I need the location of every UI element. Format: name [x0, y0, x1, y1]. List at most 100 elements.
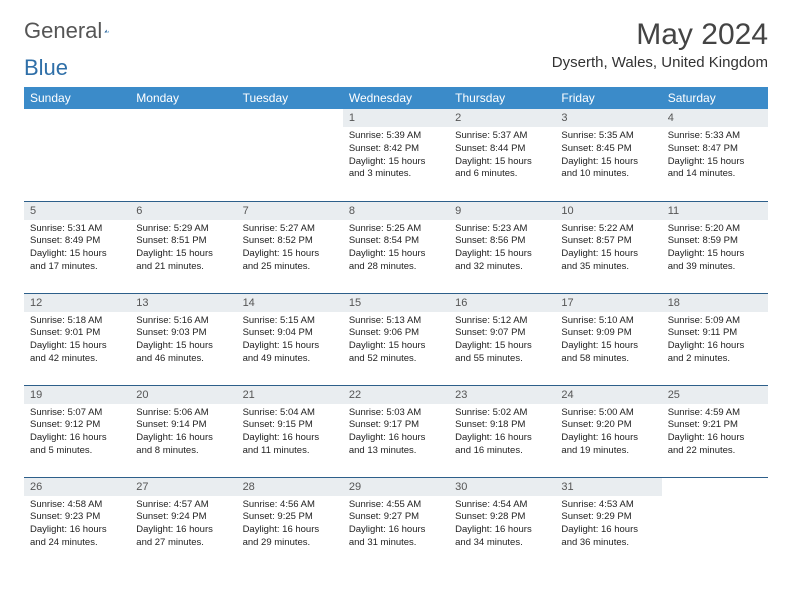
calendar-day-cell: 16Sunrise: 5:12 AMSunset: 9:07 PMDayligh…: [449, 293, 555, 385]
logo-text-blue: Blue: [24, 55, 68, 81]
sunrise-line: Sunrise: 5:06 AM: [136, 407, 230, 420]
calendar-day-cell: ..: [24, 109, 130, 201]
sunset-line: Sunset: 8:45 PM: [561, 143, 655, 156]
sunset-line: Sunset: 9:09 PM: [561, 327, 655, 340]
day-number: 15: [343, 294, 449, 312]
sunrise-line: Sunrise: 4:53 AM: [561, 499, 655, 512]
logo-sail-icon: [104, 21, 109, 41]
day-body: Sunrise: 5:12 AMSunset: 9:07 PMDaylight:…: [449, 312, 555, 370]
calendar-day-cell: 25Sunrise: 4:59 AMSunset: 9:21 PMDayligh…: [662, 385, 768, 477]
calendar-day-cell: 28Sunrise: 4:56 AMSunset: 9:25 PMDayligh…: [237, 477, 343, 569]
daylight-line: Daylight: 15 hours and 35 minutes.: [561, 248, 655, 274]
calendar-week-row: 26Sunrise: 4:58 AMSunset: 9:23 PMDayligh…: [24, 477, 768, 569]
day-number: 21: [237, 386, 343, 404]
day-body: Sunrise: 5:37 AMSunset: 8:44 PMDaylight:…: [449, 127, 555, 185]
sunset-line: Sunset: 9:01 PM: [30, 327, 124, 340]
day-body: Sunrise: 4:59 AMSunset: 9:21 PMDaylight:…: [662, 404, 768, 462]
day-body: Sunrise: 5:23 AMSunset: 8:56 PMDaylight:…: [449, 220, 555, 278]
sunrise-line: Sunrise: 4:54 AM: [455, 499, 549, 512]
sunset-line: Sunset: 8:56 PM: [455, 235, 549, 248]
calendar-day-cell: 7Sunrise: 5:27 AMSunset: 8:52 PMDaylight…: [237, 201, 343, 293]
calendar-day-cell: ..: [237, 109, 343, 201]
sunrise-line: Sunrise: 5:04 AM: [243, 407, 337, 420]
calendar-day-cell: 14Sunrise: 5:15 AMSunset: 9:04 PMDayligh…: [237, 293, 343, 385]
sunrise-line: Sunrise: 5:31 AM: [30, 223, 124, 236]
sunrise-line: Sunrise: 5:02 AM: [455, 407, 549, 420]
day-number: 6: [130, 202, 236, 220]
daylight-line: Daylight: 16 hours and 31 minutes.: [349, 524, 443, 550]
logo: General: [24, 18, 132, 44]
day-number: 1: [343, 109, 449, 127]
day-body: Sunrise: 5:22 AMSunset: 8:57 PMDaylight:…: [555, 220, 661, 278]
weekday-header: Friday: [555, 87, 661, 109]
day-body: Sunrise: 5:07 AMSunset: 9:12 PMDaylight:…: [24, 404, 130, 462]
day-number: 24: [555, 386, 661, 404]
day-body: Sunrise: 5:06 AMSunset: 9:14 PMDaylight:…: [130, 404, 236, 462]
daylight-line: Daylight: 15 hours and 14 minutes.: [668, 156, 762, 182]
weekday-header: Sunday: [24, 87, 130, 109]
day-number: 16: [449, 294, 555, 312]
location: Dyserth, Wales, United Kingdom: [552, 54, 768, 71]
calendar-day-cell: 12Sunrise: 5:18 AMSunset: 9:01 PMDayligh…: [24, 293, 130, 385]
sunrise-line: Sunrise: 5:33 AM: [668, 130, 762, 143]
sunset-line: Sunset: 9:25 PM: [243, 511, 337, 524]
day-body: Sunrise: 5:00 AMSunset: 9:20 PMDaylight:…: [555, 404, 661, 462]
sunrise-line: Sunrise: 5:23 AM: [455, 223, 549, 236]
day-body: Sunrise: 4:53 AMSunset: 9:29 PMDaylight:…: [555, 496, 661, 554]
sunrise-line: Sunrise: 5:35 AM: [561, 130, 655, 143]
sunset-line: Sunset: 9:27 PM: [349, 511, 443, 524]
day-number: 19: [24, 386, 130, 404]
calendar-head: SundayMondayTuesdayWednesdayThursdayFrid…: [24, 87, 768, 109]
weekday-header: Monday: [130, 87, 236, 109]
day-number: 13: [130, 294, 236, 312]
sunset-line: Sunset: 8:51 PM: [136, 235, 230, 248]
sunset-line: Sunset: 8:54 PM: [349, 235, 443, 248]
daylight-line: Daylight: 15 hours and 49 minutes.: [243, 340, 337, 366]
daylight-line: Daylight: 15 hours and 17 minutes.: [30, 248, 124, 274]
day-body: Sunrise: 4:54 AMSunset: 9:28 PMDaylight:…: [449, 496, 555, 554]
calendar-day-cell: 13Sunrise: 5:16 AMSunset: 9:03 PMDayligh…: [130, 293, 236, 385]
sunset-line: Sunset: 8:57 PM: [561, 235, 655, 248]
sunset-line: Sunset: 9:12 PM: [30, 419, 124, 432]
daylight-line: Daylight: 16 hours and 19 minutes.: [561, 432, 655, 458]
calendar-day-cell: 10Sunrise: 5:22 AMSunset: 8:57 PMDayligh…: [555, 201, 661, 293]
calendar-day-cell: 18Sunrise: 5:09 AMSunset: 9:11 PMDayligh…: [662, 293, 768, 385]
day-number: 29: [343, 478, 449, 496]
daylight-line: Daylight: 16 hours and 27 minutes.: [136, 524, 230, 550]
sunrise-line: Sunrise: 5:07 AM: [30, 407, 124, 420]
sunrise-line: Sunrise: 5:10 AM: [561, 315, 655, 328]
sunrise-line: Sunrise: 5:27 AM: [243, 223, 337, 236]
daylight-line: Daylight: 15 hours and 6 minutes.: [455, 156, 549, 182]
calendar-day-cell: 30Sunrise: 4:54 AMSunset: 9:28 PMDayligh…: [449, 477, 555, 569]
sunrise-line: Sunrise: 5:25 AM: [349, 223, 443, 236]
day-body: Sunrise: 5:04 AMSunset: 9:15 PMDaylight:…: [237, 404, 343, 462]
calendar-day-cell: 2Sunrise: 5:37 AMSunset: 8:44 PMDaylight…: [449, 109, 555, 201]
day-body: Sunrise: 5:27 AMSunset: 8:52 PMDaylight:…: [237, 220, 343, 278]
logo-text-general: General: [24, 18, 102, 44]
day-body: Sunrise: 5:29 AMSunset: 8:51 PMDaylight:…: [130, 220, 236, 278]
day-number: 26: [24, 478, 130, 496]
calendar-day-cell: ..: [130, 109, 236, 201]
weekday-header: Tuesday: [237, 87, 343, 109]
calendar-day-cell: 17Sunrise: 5:10 AMSunset: 9:09 PMDayligh…: [555, 293, 661, 385]
day-number: 25: [662, 386, 768, 404]
day-number: 8: [343, 202, 449, 220]
day-body: Sunrise: 4:57 AMSunset: 9:24 PMDaylight:…: [130, 496, 236, 554]
sunrise-line: Sunrise: 5:13 AM: [349, 315, 443, 328]
weekday-header: Wednesday: [343, 87, 449, 109]
sunset-line: Sunset: 9:21 PM: [668, 419, 762, 432]
day-number: 4: [662, 109, 768, 127]
month-title: May 2024: [552, 18, 768, 52]
weekday-header: Thursday: [449, 87, 555, 109]
day-number: 7: [237, 202, 343, 220]
daylight-line: Daylight: 15 hours and 25 minutes.: [243, 248, 337, 274]
daylight-line: Daylight: 16 hours and 24 minutes.: [30, 524, 124, 550]
sunset-line: Sunset: 9:07 PM: [455, 327, 549, 340]
daylight-line: Daylight: 15 hours and 58 minutes.: [561, 340, 655, 366]
sunset-line: Sunset: 9:28 PM: [455, 511, 549, 524]
sunrise-line: Sunrise: 4:59 AM: [668, 407, 762, 420]
daylight-line: Daylight: 15 hours and 21 minutes.: [136, 248, 230, 274]
daylight-line: Daylight: 16 hours and 8 minutes.: [136, 432, 230, 458]
daylight-line: Daylight: 16 hours and 2 minutes.: [668, 340, 762, 366]
sunset-line: Sunset: 9:20 PM: [561, 419, 655, 432]
